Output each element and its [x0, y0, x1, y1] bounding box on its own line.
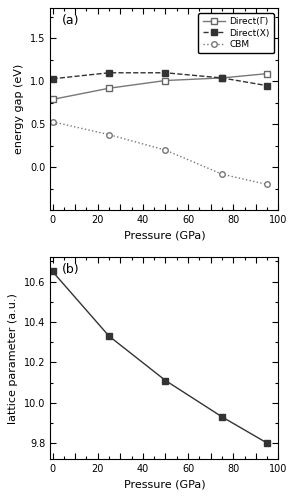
CBM	[266, 181, 269, 187]
Legend: Direct(Γ), Direct(X), CBM: Direct(Γ), Direct(X), CBM	[198, 13, 274, 53]
Direct(Γ)	[164, 78, 167, 84]
Direct(X)	[220, 75, 224, 81]
Direct(Γ)	[266, 71, 269, 77]
X-axis label: Pressure (GPa): Pressure (GPa)	[123, 480, 205, 490]
CBM	[164, 147, 167, 153]
Direct(X)	[164, 70, 167, 76]
CBM	[51, 119, 54, 124]
Y-axis label: lattice parameter (a.u.): lattice parameter (a.u.)	[8, 293, 18, 424]
X-axis label: Pressure (GPa): Pressure (GPa)	[123, 231, 205, 241]
Y-axis label: energy gap (eV): energy gap (eV)	[15, 64, 25, 154]
Direct(X)	[266, 83, 269, 89]
Direct(Γ)	[220, 75, 224, 81]
CBM	[220, 171, 224, 177]
Line: Direct(Γ): Direct(Γ)	[50, 71, 270, 102]
Text: (a): (a)	[62, 14, 79, 27]
Line: CBM: CBM	[50, 119, 270, 187]
Direct(Γ)	[107, 85, 111, 91]
CBM	[107, 131, 111, 137]
Text: (b): (b)	[62, 263, 79, 276]
Line: Direct(X): Direct(X)	[50, 70, 270, 89]
Direct(X)	[51, 76, 54, 82]
Direct(Γ)	[51, 97, 54, 103]
Direct(X)	[107, 70, 111, 76]
